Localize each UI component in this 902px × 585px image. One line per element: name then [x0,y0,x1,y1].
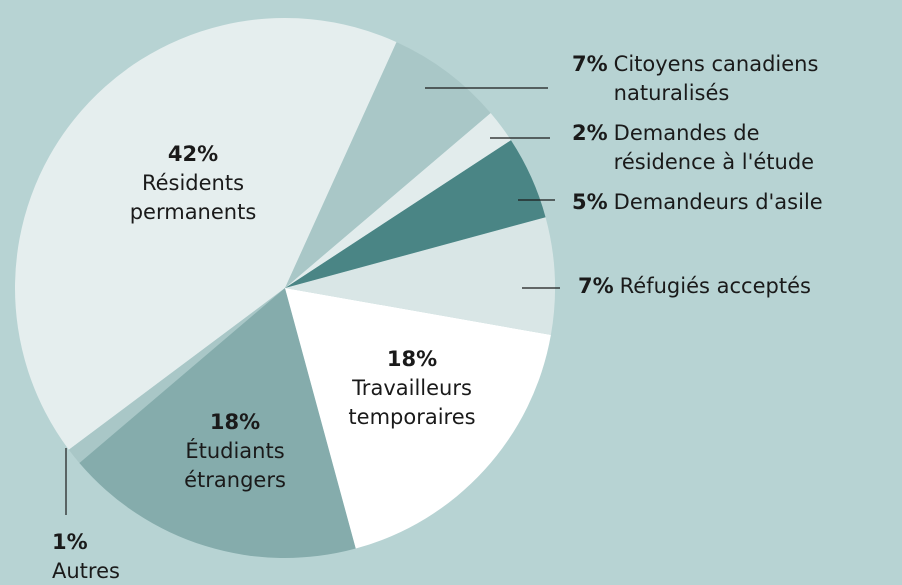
pie-slice [285,288,551,549]
slice-label: 7% Citoyens canadiens naturalisés [572,50,818,108]
slice-label: 1% Autres [52,528,120,585]
category-label: Étudiants étrangers [184,439,286,492]
category-label: Citoyens canadiens naturalisés [613,52,819,105]
pie-slice [285,113,511,288]
slice-label: 2% Demandes de résidence à l'étude [572,119,814,177]
value-label: 18% [386,347,438,371]
slice-label: 5% Demandeurs d'asile [572,188,823,217]
category-label: Demandes de résidence à l'étude [613,121,815,174]
category-label: Travailleurs temporaires [348,376,476,429]
pie-slice [285,42,491,288]
value-label: 2% [572,121,608,145]
pie-slice [79,288,356,558]
slice-label: 18% Étudiants étrangers [184,408,286,495]
pie-slice [15,17,397,450]
value-label: 7% [572,52,608,76]
slice-label: 18% Travailleurs temporaires [348,345,475,432]
category-label: Résidents permanents [129,171,257,224]
value-label: 1% [52,530,88,554]
value-label: 42% [167,142,219,166]
category-label: Réfugiés acceptés [619,274,811,298]
slice-label: 42% Résidents permanents [130,140,257,227]
pie-slice [285,217,555,335]
category-label: Demandeurs d'asile [613,190,823,214]
pie-slice [68,288,286,463]
pie-slice [285,140,546,288]
value-label: 18% [209,410,261,434]
value-label: 5% [572,190,608,214]
category-label: Autres [52,559,120,583]
slice-label: 7% Réfugiés acceptés [578,272,811,301]
value-label: 7% [578,274,614,298]
